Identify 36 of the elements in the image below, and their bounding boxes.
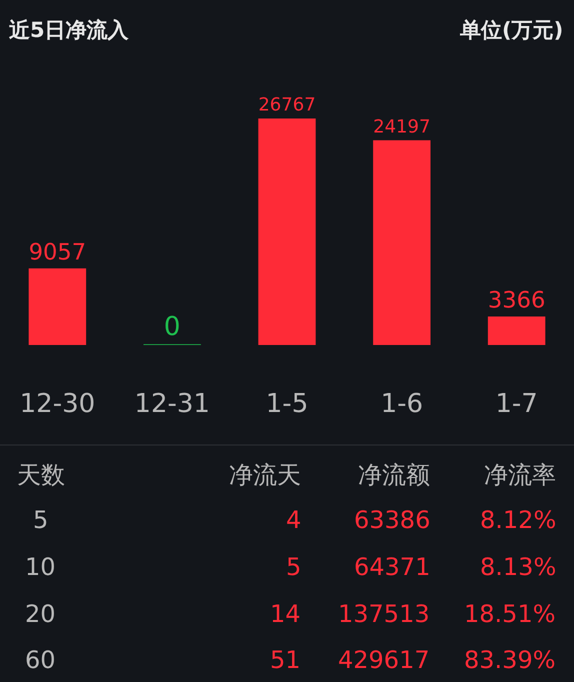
data-label: 0 — [164, 312, 180, 342]
bar — [373, 140, 430, 345]
text: 64371 — [354, 553, 430, 581]
text: 10 — [25, 553, 56, 581]
text: 净流率 — [484, 461, 556, 489]
text: 天数 — [17, 461, 65, 489]
x-tick-label: 1-6 — [380, 389, 424, 419]
text: 5 — [286, 553, 302, 581]
data-label: 9057 — [28, 239, 86, 266]
x-tick-label: 1-5 — [266, 389, 308, 419]
text: 净流天 — [229, 461, 301, 489]
chart-title: 近5日净流入 — [8, 18, 130, 42]
text: 18.51% — [464, 600, 556, 628]
data-label: 26767 — [258, 94, 316, 116]
text: 14 — [270, 600, 301, 628]
text: 137513 — [338, 600, 430, 628]
text: 60 — [25, 646, 56, 674]
x-tick-label: 12-31 — [134, 389, 210, 419]
text: 83.39% — [464, 646, 556, 674]
text: 429617 — [338, 646, 430, 674]
text: 净流额 — [358, 461, 430, 489]
bar — [488, 316, 546, 345]
bar — [28, 268, 86, 345]
bar — [258, 118, 316, 345]
x-tick-label: 12-30 — [20, 389, 96, 419]
x-tick-label: 1-7 — [495, 389, 538, 419]
text: 8.13% — [480, 553, 556, 581]
text: 4 — [286, 506, 302, 534]
text: 8.12% — [480, 506, 556, 534]
chart-subtitle: 单位(万元) — [459, 18, 564, 42]
data-label: 24197 — [373, 116, 430, 138]
text: 63386 — [354, 506, 430, 534]
text: 51 — [270, 646, 301, 674]
data-label: 3366 — [488, 287, 546, 314]
text: 5 — [33, 506, 48, 534]
text: 20 — [25, 600, 56, 628]
